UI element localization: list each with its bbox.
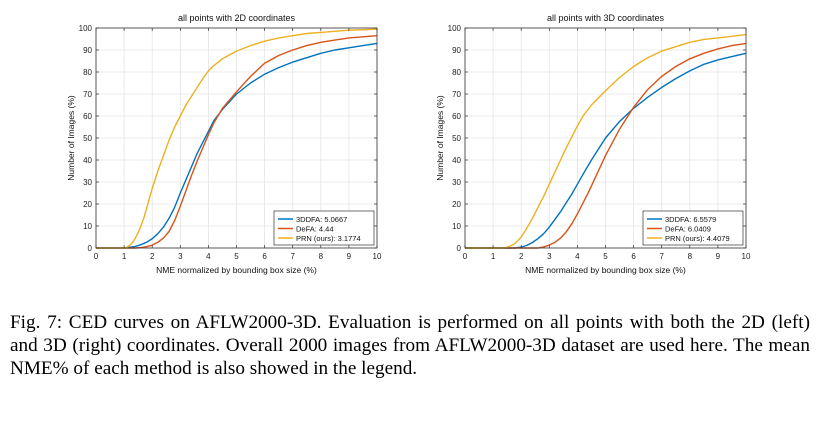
series-line-3 — [465, 33, 747, 249]
legend-entry: PRN (ours): 3.1774 — [296, 234, 361, 243]
x-tick-label: 6 — [631, 252, 636, 261]
y-tick-label: 50 — [83, 134, 92, 143]
x-tick-label: 3 — [547, 252, 552, 261]
x-tick-label: 7 — [659, 252, 664, 261]
chart-title: all points with 2D coordinates — [178, 13, 296, 23]
x-tick-label: 2 — [519, 252, 524, 261]
series-line-1 — [465, 52, 747, 249]
figure: 0 1 2 3 4 5 6 7 8 9 10 0 10 20 30 40 50 60 70 80 90 100 all po… — [66, 13, 751, 275]
y-tick-label: 0 — [88, 244, 93, 253]
x-tick-label: 6 — [262, 252, 267, 261]
x-tick-label: 9 — [716, 252, 721, 261]
y-tick-label: 10 — [452, 222, 461, 231]
y-tick-label: 40 — [83, 156, 92, 165]
x-tick-label: 0 — [463, 252, 468, 261]
x-tick-label: 8 — [688, 252, 693, 261]
y-tick-label: 100 — [448, 24, 462, 33]
x-tick-label: 1 — [122, 252, 127, 261]
x-tick-label: 9 — [347, 252, 352, 261]
x-tick-label: 3 — [178, 252, 183, 261]
y-tick-label: 30 — [83, 178, 92, 187]
legend-entry: PRN (ours): 4.4079 — [665, 234, 730, 243]
y-tick-label: 60 — [83, 112, 92, 121]
x-axis-label: NME normalized by bounding box size (%) — [525, 265, 686, 275]
y-tick-label: 100 — [79, 24, 93, 33]
y-tick-label: 20 — [452, 200, 461, 209]
series-line-2 — [96, 35, 378, 249]
y-tick-label: 70 — [83, 90, 92, 99]
x-tick-label: 7 — [290, 252, 295, 261]
y-tick-label: 80 — [452, 68, 461, 77]
x-tick-label: 10 — [373, 252, 382, 261]
y-tick-label: 80 — [83, 68, 92, 77]
y-tick-label: 10 — [83, 222, 92, 231]
x-tick-label: 4 — [575, 252, 580, 261]
y-tick-label: 50 — [452, 134, 461, 143]
y-tick-label: 40 — [452, 156, 461, 165]
series-line-1 — [96, 42, 378, 249]
x-tick-label: 8 — [319, 252, 324, 261]
y-tick-label: 30 — [452, 178, 461, 187]
x-tick-label: 5 — [603, 252, 608, 261]
y-tick-label: 70 — [452, 90, 461, 99]
legend-entry: 3DDFA: 5.0667 — [296, 215, 347, 224]
y-tick-label: 20 — [83, 200, 92, 209]
y-axis-label: Number of Images (%) — [435, 95, 445, 181]
figure-caption: Fig. 7: CED curves on AFLW2000-3D. Evalu… — [10, 312, 810, 380]
x-tick-label: 2 — [150, 252, 155, 261]
legend-entry: 3DDFA: 6.5579 — [665, 215, 716, 224]
y-axis-label: Number of Images (%) — [66, 95, 76, 181]
x-axis-label: NME normalized by bounding box size (%) — [156, 265, 317, 275]
x-tick-label: 1 — [491, 252, 496, 261]
legend-entry: DeFA: 4.44 — [296, 224, 334, 233]
x-tick-label: 5 — [234, 252, 239, 261]
series-line-2 — [465, 42, 747, 249]
chart-title: all points with 3D coordinates — [547, 13, 665, 23]
y-tick-label: 0 — [457, 244, 462, 253]
y-tick-label: 90 — [83, 46, 92, 55]
x-tick-label: 10 — [742, 252, 751, 261]
series-line-3 — [96, 28, 378, 249]
y-tick-label: 90 — [452, 46, 461, 55]
y-tick-label: 60 — [452, 112, 461, 121]
x-tick-label: 4 — [206, 252, 211, 261]
legend-entry: DeFA: 6.0409 — [665, 224, 711, 233]
x-tick-label: 0 — [94, 252, 99, 261]
